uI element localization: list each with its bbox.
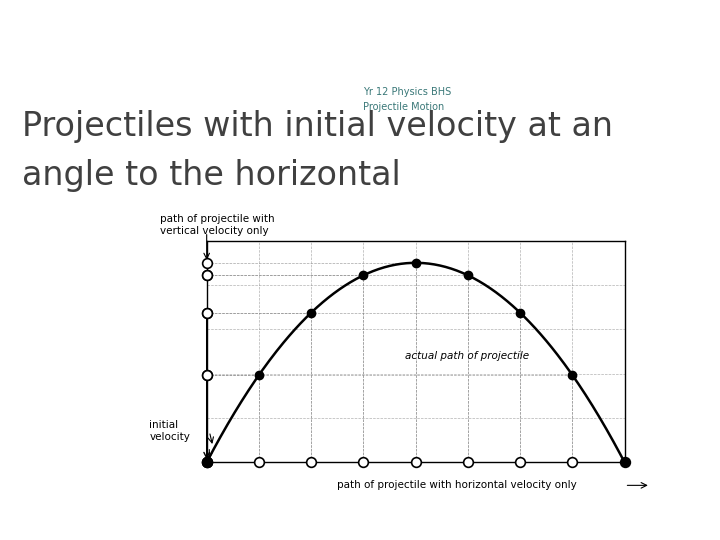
Text: Yr 12 Physics BHS: Yr 12 Physics BHS bbox=[363, 87, 451, 97]
Text: Projectiles with initial velocity at an: Projectiles with initial velocity at an bbox=[22, 110, 613, 143]
Text: Projectile Motion: Projectile Motion bbox=[363, 102, 444, 112]
Text: actual path of projectile: actual path of projectile bbox=[405, 351, 529, 361]
Text: initial
velocity: initial velocity bbox=[149, 421, 190, 442]
Text: 16: 16 bbox=[673, 16, 704, 36]
Text: path of projectile with horizontal velocity only: path of projectile with horizontal veloc… bbox=[337, 481, 577, 490]
Text: path of projectile with
vertical velocity only: path of projectile with vertical velocit… bbox=[160, 214, 274, 235]
Text: angle to the horizontal: angle to the horizontal bbox=[22, 159, 400, 192]
